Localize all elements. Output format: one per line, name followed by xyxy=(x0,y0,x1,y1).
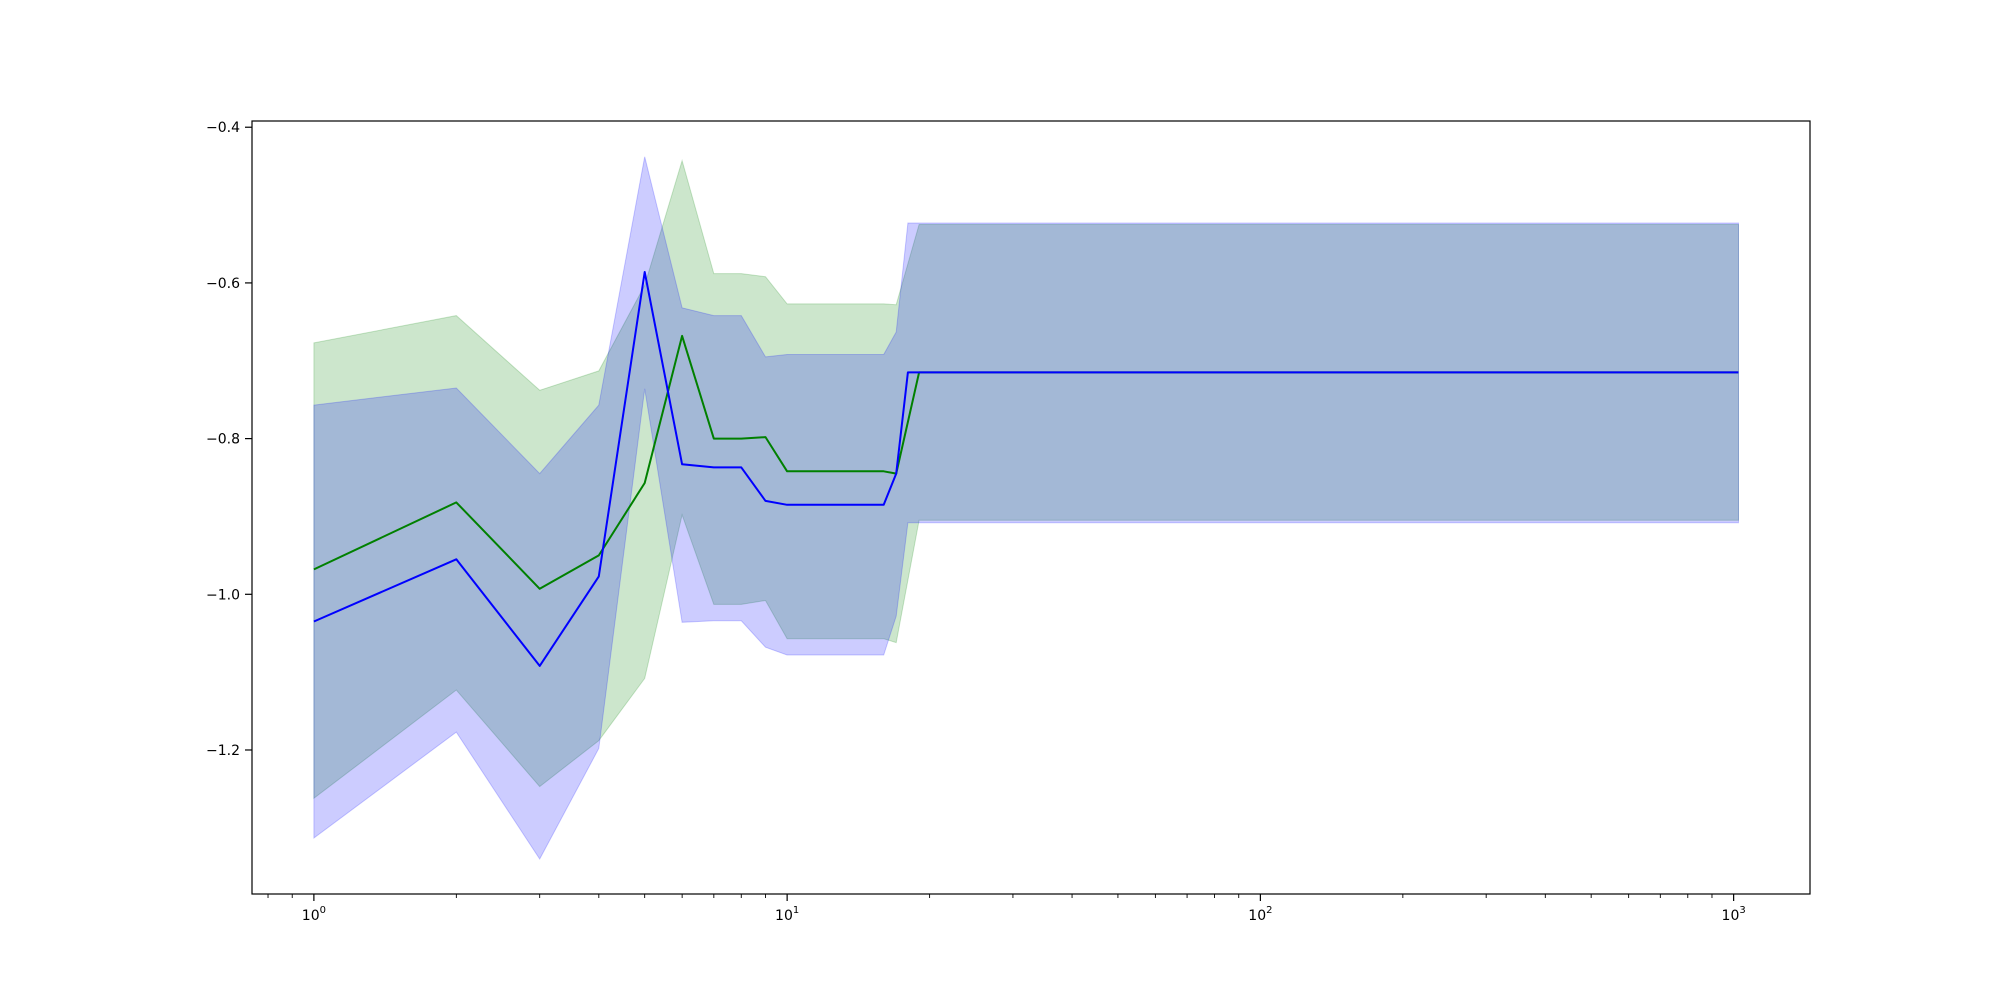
y-tick-label: −0.8 xyxy=(206,432,240,448)
lines-layer xyxy=(313,271,1739,667)
x-tick-label: 103 xyxy=(1722,905,1746,924)
ticks-layer xyxy=(245,126,1735,901)
y-tick-label: −0.4 xyxy=(206,120,240,136)
confidence-band-1 xyxy=(313,158,1739,800)
plot-frame xyxy=(251,120,1811,895)
x-tick-label: 100 xyxy=(302,905,326,924)
x-tick-label: 101 xyxy=(775,905,799,924)
y-tick-label: −1.0 xyxy=(206,587,240,603)
y-tick-label: −1.2 xyxy=(206,743,240,759)
tick-labels-layer: 100 101 102 103 −1.2 −1.0 −0.8 −0.6 −0.4 xyxy=(206,120,1746,924)
bands-layer xyxy=(313,156,1739,860)
y-tick-label: −0.6 xyxy=(206,276,240,292)
series-line-2 xyxy=(313,271,1739,667)
series-line-1 xyxy=(313,334,1739,590)
x-tick-label: 102 xyxy=(1248,905,1272,924)
